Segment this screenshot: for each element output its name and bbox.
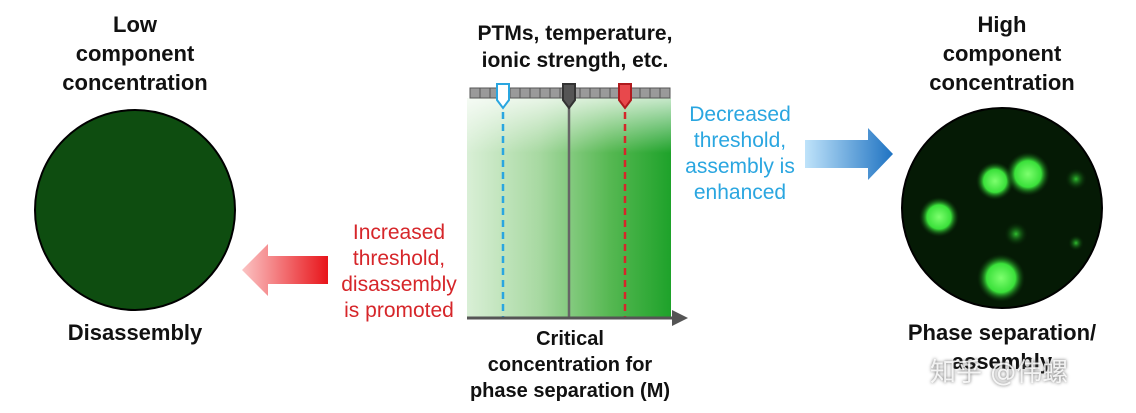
droplet [976, 162, 1014, 200]
droplet [919, 197, 959, 237]
disassembly-caption: Disassembly [67, 320, 203, 345]
low-concentration-title: Low component concentration [62, 12, 208, 95]
droplet [1065, 168, 1087, 190]
high-concentration-circle [901, 107, 1103, 309]
increased-threshold-text: Increased threshold, disassembly is prom… [341, 221, 457, 322]
phase-separation-caption: Phase separation/ assembly [907, 320, 1097, 374]
assembly-arrow [805, 128, 893, 180]
critical-concentration-label: Critical concentration for phase separat… [469, 328, 671, 402]
modifiers-label: PTMs, temperature, ionic strength, etc. [477, 22, 673, 72]
x-axis-arrowhead [672, 310, 688, 326]
disassembly-arrow [242, 244, 328, 296]
concentration-gradient-panel [467, 83, 688, 326]
droplet [977, 254, 1025, 302]
low-concentration-circle [34, 109, 236, 311]
high-concentration-title: High component concentration [929, 12, 1075, 95]
droplet [1004, 222, 1028, 246]
watermark: 知乎 @伟螺 [930, 358, 1069, 388]
decreased-threshold-text: Decreased threshold, assembly is enhance… [685, 103, 795, 204]
gray-marker [562, 83, 576, 110]
red-marker [618, 83, 632, 110]
droplet [1006, 152, 1050, 196]
blue-marker [496, 83, 510, 110]
droplet [1068, 235, 1084, 251]
